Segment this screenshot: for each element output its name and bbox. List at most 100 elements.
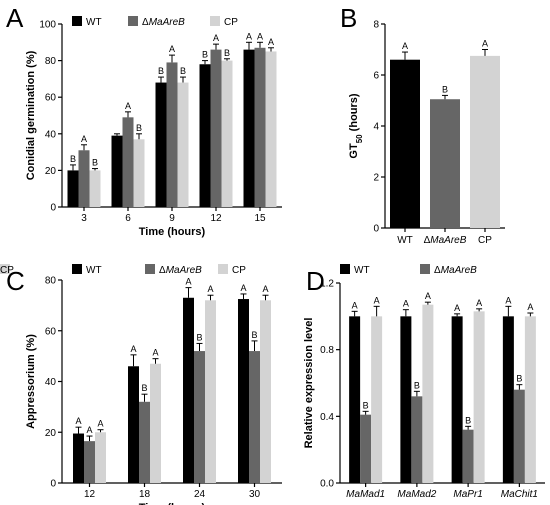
bar: [422, 304, 434, 483]
bar: [400, 316, 412, 483]
significance-label: A: [240, 283, 246, 293]
significance-label: A: [268, 37, 274, 47]
bar: [199, 64, 211, 207]
bar: [221, 60, 233, 207]
y-tick-label: 0.8: [320, 345, 334, 356]
significance-label: A: [169, 44, 175, 54]
significance-label: A: [527, 302, 533, 312]
significance-label: B: [202, 50, 208, 60]
x-tick-label: 12: [84, 489, 96, 500]
y-tick-label: 40: [45, 377, 57, 388]
y-tick-label: 6: [373, 71, 379, 82]
significance-label: B: [196, 332, 202, 342]
bar: [128, 366, 139, 483]
panel-letter: A: [6, 3, 24, 33]
significance-label: A: [75, 416, 81, 426]
bar: [451, 316, 463, 483]
bar: [155, 82, 167, 207]
significance-label: A: [425, 291, 431, 301]
significance-label: B: [516, 374, 522, 384]
bar: [122, 117, 134, 207]
legend-label: WT: [354, 265, 370, 276]
significance-label: A: [374, 295, 380, 305]
significance-label: A: [262, 284, 268, 294]
significance-label: B: [363, 400, 369, 410]
significance-label: A: [97, 419, 103, 429]
legend-swatch: [72, 16, 82, 26]
bar: [238, 299, 249, 483]
bar: [177, 82, 189, 207]
x-tick-label: MaMad1: [346, 489, 385, 500]
bar: [265, 51, 277, 208]
y-axis-title: Relative expression level: [303, 318, 315, 449]
bar: [360, 414, 372, 483]
bar: [349, 316, 361, 483]
y-axis-title: Appressorium (%): [25, 334, 37, 429]
x-tick-label: 18: [139, 489, 151, 500]
significance-label: A: [257, 31, 263, 41]
bar: [249, 351, 260, 483]
bar: [111, 135, 123, 207]
x-tick-label: MaPr1: [453, 489, 482, 500]
bar: [78, 150, 90, 207]
panel-b: B 0 2 4 6 8 GT50 (hours) A WT B ΔMaAreB A CP: [340, 3, 505, 246]
bar: [84, 441, 95, 483]
significance-label: B: [465, 415, 471, 425]
bar: [524, 316, 536, 483]
y-tick-label: 40: [45, 129, 57, 140]
legend-label: CP: [232, 265, 246, 276]
y-tick-label: 0: [50, 203, 56, 214]
bar: [67, 170, 79, 207]
x-tick-label: 30: [249, 489, 261, 500]
significance-label: B: [414, 380, 420, 390]
significance-label: A: [403, 299, 409, 309]
bar: [462, 429, 474, 483]
bar: [470, 55, 500, 228]
x-tick-label: ΔMaAreB: [424, 235, 467, 246]
significance-label: B: [141, 383, 147, 393]
panel-letter: D: [306, 266, 325, 296]
significance-label: B: [224, 48, 230, 58]
panel-a: A 0 20 40 60 80 100 Conidial germination (%) Tim…: [6, 3, 282, 238]
significance-label: A: [402, 41, 408, 51]
bar: [254, 47, 266, 207]
legend-item: ΔMaAreB: [128, 16, 185, 28]
legend-label: ΔMaAreB: [159, 265, 202, 276]
significance-label: A: [246, 31, 252, 41]
bar: [89, 170, 101, 207]
significance-label: A: [505, 295, 511, 305]
legend-label: WT: [86, 17, 102, 28]
y-tick-label: 4: [373, 122, 379, 133]
legend-item: WT: [340, 264, 370, 276]
y-tick-label: 8: [373, 20, 379, 31]
bar: [194, 351, 205, 483]
significance-label: B: [158, 66, 164, 76]
legend-item: ΔMaAreB: [420, 264, 477, 276]
legend-swatch: [340, 264, 350, 274]
significance-label: A: [213, 33, 219, 43]
bar: [513, 389, 525, 483]
legend-item: CP: [0, 264, 14, 276]
panel-letter: B: [340, 3, 357, 33]
y-tick-label: 0.0: [320, 479, 334, 490]
legend-swatch: [145, 264, 155, 274]
bar: [371, 316, 383, 483]
significance-label: B: [92, 158, 98, 168]
significance-label: A: [352, 300, 358, 310]
significance-label: B: [70, 154, 76, 164]
significance-label: A: [185, 277, 191, 287]
significance-label: A: [482, 39, 488, 49]
bar: [133, 139, 145, 207]
significance-label: B: [136, 123, 142, 133]
significance-label: A: [152, 348, 158, 358]
bar: [502, 316, 514, 483]
y-axis-title: GT50 (hours): [348, 93, 364, 158]
bar: [243, 49, 255, 208]
legend-label: ΔMaAreB: [142, 17, 185, 28]
x-tick-label: 12: [210, 213, 222, 224]
x-axis-title: Time (hours): [139, 226, 206, 238]
legend-item: ΔMaAreB: [145, 264, 202, 276]
x-tick-label: MaChit1: [501, 489, 538, 500]
x-tick-label: MaMad2: [397, 489, 436, 500]
bar: [430, 99, 460, 228]
